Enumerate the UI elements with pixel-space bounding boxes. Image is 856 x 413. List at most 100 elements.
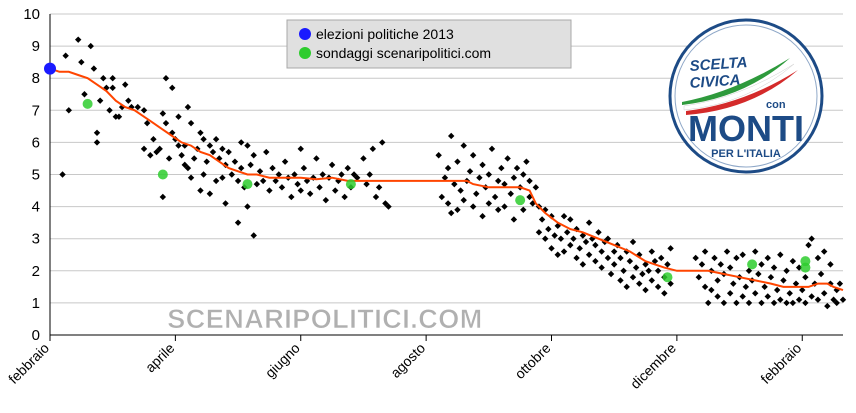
poll-point <box>297 145 304 153</box>
poll-point <box>250 152 257 159</box>
poll-point <box>275 171 283 178</box>
poll-point <box>140 145 148 153</box>
logo-per-l-italia: PER L'ITALIA <box>711 148 781 160</box>
poll-point <box>789 257 797 265</box>
poll-point <box>595 229 602 236</box>
poll-point <box>504 155 511 162</box>
poll-point <box>435 152 442 159</box>
poll-point <box>761 283 768 291</box>
poll-point <box>733 299 740 307</box>
poll-point <box>272 177 279 185</box>
poll-point <box>219 145 226 153</box>
poll-point <box>81 91 88 98</box>
poll-point <box>651 257 659 265</box>
logo-con: con <box>766 99 786 111</box>
sondaggio-point <box>662 272 673 283</box>
poll-point <box>266 187 273 194</box>
poll-point <box>570 235 577 242</box>
highlight-points <box>44 62 811 283</box>
y-tick-label: 1 <box>32 295 40 312</box>
poll-point <box>701 248 709 255</box>
poll-point <box>510 216 518 223</box>
y-tick-label: 8 <box>32 70 40 87</box>
poll-point <box>197 129 204 136</box>
poll-point <box>328 161 336 169</box>
poll-point <box>708 286 715 294</box>
poll-point <box>203 158 210 165</box>
poll-point <box>792 280 800 287</box>
poll-point <box>169 84 176 92</box>
poll-point <box>115 113 123 120</box>
poll-point <box>313 155 320 162</box>
poll-point <box>714 293 721 300</box>
poll-point <box>175 113 182 120</box>
poll-point <box>820 290 828 297</box>
poll-point <box>726 264 734 271</box>
poll-point <box>773 286 781 294</box>
poll-point <box>817 270 825 278</box>
poll-point <box>639 270 646 278</box>
poll-point <box>162 119 170 127</box>
poll-point <box>730 280 737 287</box>
poll-point <box>306 190 314 197</box>
poll-point <box>745 299 753 307</box>
poll-point <box>253 180 261 188</box>
poll-point <box>209 148 217 156</box>
poll-point <box>479 161 486 169</box>
poll-point <box>353 174 361 181</box>
poll-point <box>642 261 649 268</box>
poll-point <box>576 245 583 252</box>
poll-point <box>560 248 568 255</box>
poll-point <box>701 283 709 291</box>
poll-point <box>758 299 765 307</box>
poll-point <box>764 254 771 262</box>
poll-point <box>485 200 493 207</box>
poll-point <box>620 267 627 274</box>
y-tick-label: 0 <box>32 327 40 344</box>
poll-point <box>548 245 555 252</box>
sondaggio-point <box>515 195 526 206</box>
poll-point <box>752 290 759 297</box>
poll-point <box>140 107 148 114</box>
watermark: SCENARIPOLITICI.COM <box>167 304 483 334</box>
logo-flag-swoosh <box>682 58 798 115</box>
poll-point <box>714 277 721 284</box>
y-axis-ticks: 0 1 2 3 4 5 6 7 8 9 10 <box>23 6 40 344</box>
poll-point <box>664 261 671 268</box>
poll-point <box>717 261 724 268</box>
poll-point <box>244 142 251 149</box>
poll-point <box>808 235 815 242</box>
poll-point <box>448 209 455 217</box>
poll-point <box>109 75 116 82</box>
poll-point <box>156 145 163 153</box>
legend-label-sondaggi: sondaggi scenaripolitici.com <box>316 45 491 61</box>
poll-point <box>692 254 699 262</box>
poll-point <box>667 280 674 287</box>
poll-point <box>106 107 113 114</box>
poll-point <box>162 75 170 82</box>
poll-point <box>610 248 618 255</box>
poll-point <box>360 155 367 162</box>
poll-point <box>770 299 778 307</box>
poll-point <box>485 171 493 178</box>
poll-point <box>567 241 574 249</box>
poll-point <box>755 270 762 278</box>
poll-point <box>150 135 157 143</box>
poll-point <box>764 293 771 300</box>
poll-point <box>610 261 618 268</box>
poll-point <box>375 184 383 191</box>
poll-point <box>451 180 458 188</box>
poll-point <box>767 274 775 281</box>
poll-point <box>839 296 847 303</box>
scelta-civica-logo: SCELTA CIVICA con MONTI PER L'ITALIA <box>668 18 824 174</box>
poll-point <box>206 190 214 197</box>
poll-point <box>197 187 204 194</box>
poll-point <box>491 193 499 201</box>
sondaggio-point <box>82 98 93 109</box>
poll-point <box>629 238 637 246</box>
sondaggio-point <box>800 262 811 273</box>
poll-point <box>87 42 94 50</box>
poll-point <box>636 280 643 287</box>
poll-point <box>789 299 797 307</box>
poll-point <box>90 65 98 72</box>
